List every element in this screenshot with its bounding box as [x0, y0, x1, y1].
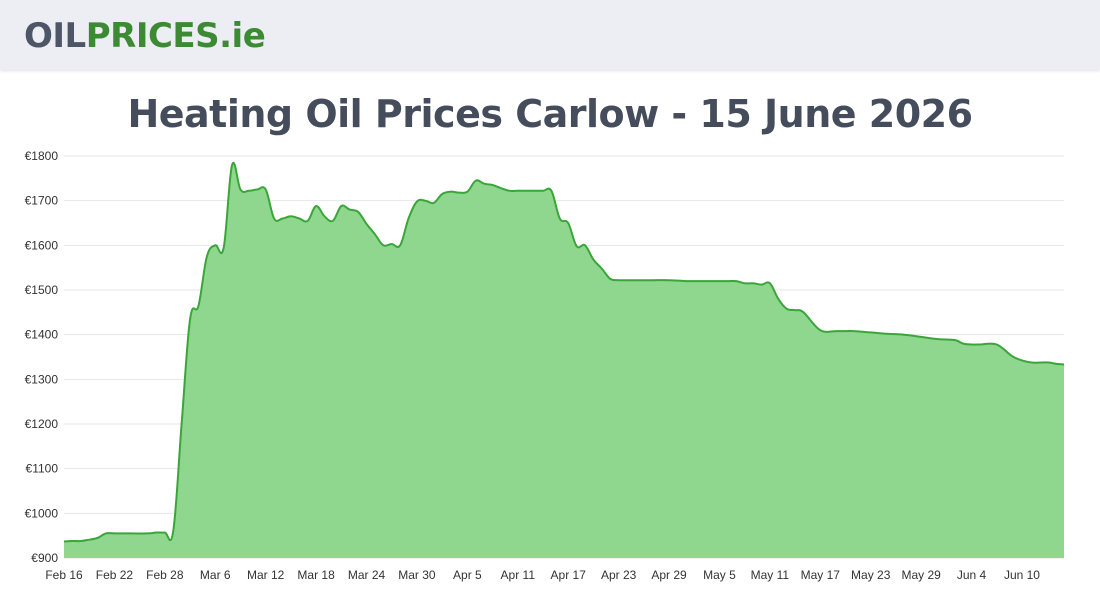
y-tick-label: €1100	[26, 462, 59, 476]
x-tick-label: Mar 6	[200, 568, 231, 582]
x-tick-label: Jun 10	[1004, 568, 1040, 582]
y-tick-label: €1800	[25, 149, 59, 163]
y-tick-label: €1000	[25, 506, 59, 520]
x-tick-label: Jun 4	[957, 568, 987, 582]
chart-title: Heating Oil Prices Carlow - 15 June 2026	[127, 92, 973, 136]
y-tick-label: €1200	[25, 417, 59, 431]
y-tick-label: €1300	[25, 372, 59, 386]
x-tick-label: Mar 24	[348, 568, 386, 582]
x-tick-label: Feb 22	[96, 568, 134, 582]
site-logo[interactable]: OILPRICES.ie	[24, 14, 266, 58]
logo-word-oil: OIL	[24, 16, 86, 56]
x-tick-label: May 17	[801, 568, 841, 582]
x-tick-label: Mar 12	[247, 568, 285, 582]
y-tick-label: €1500	[25, 283, 59, 297]
x-tick-label: May 11	[751, 568, 790, 582]
price-series-line	[63, 161, 1065, 543]
x-tick-label: Apr 29	[651, 568, 687, 582]
y-tick-label: €1400	[25, 328, 59, 342]
y-tick-label: €1600	[25, 238, 59, 252]
price-area-chart: €900 €1000 €1100 €1200 €1300 €1400 €1500 €1600 €…	[25, 149, 1065, 582]
x-tick-label: Apr 17	[551, 568, 587, 582]
x-tick-label: Feb 16	[45, 568, 83, 582]
x-tick-label: Mar 30	[398, 568, 436, 582]
x-tick-label: Mar 18	[297, 568, 335, 582]
logo-word-prices: PRICES	[85, 16, 220, 56]
x-tick-label: May 23	[851, 568, 891, 582]
site-header: OILPRICES.ie	[0, 0, 1100, 70]
y-tick-label: €1700	[25, 194, 59, 208]
price-area-fill	[64, 162, 1064, 558]
x-tick-label: May 29	[901, 568, 941, 582]
x-tick-label: Feb 28	[146, 568, 184, 582]
logo-domain-suffix: .ie	[219, 16, 266, 56]
y-tick-label: €900	[31, 551, 58, 565]
x-tick-label: Apr 23	[601, 568, 637, 582]
x-tick-label: Apr 5	[453, 568, 482, 582]
x-tick-label: May 5	[703, 568, 736, 582]
x-tick-label: Apr 11	[501, 568, 536, 582]
